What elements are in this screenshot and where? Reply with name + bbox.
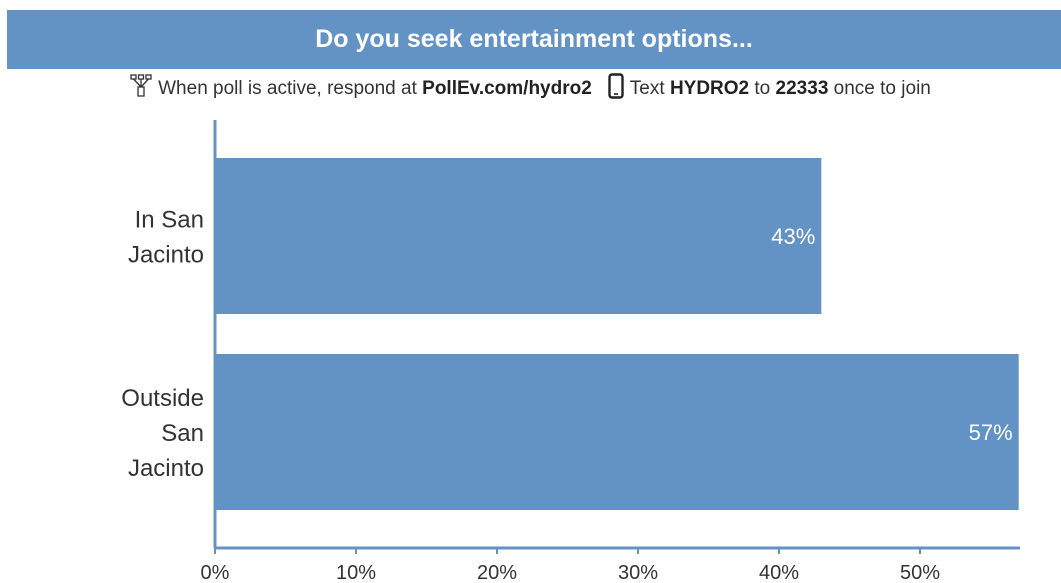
text-code: HYDRO2 bbox=[669, 78, 750, 99]
web-instruction-text: When poll is active, respond at bbox=[158, 78, 417, 99]
poll-title: Do you seek entertainment options... bbox=[315, 25, 753, 53]
bar bbox=[215, 354, 1019, 510]
category-label: Jacinto bbox=[128, 455, 204, 482]
text-to: to bbox=[754, 78, 771, 99]
bar-value-label: 43% bbox=[771, 224, 815, 249]
x-tick-label: 0% bbox=[201, 562, 230, 583]
category-label: Outside bbox=[121, 385, 204, 412]
x-tick-label: 20% bbox=[477, 562, 517, 583]
poll-header: Do you seek entertainment options... bbox=[7, 10, 1061, 69]
x-tick-label: 10% bbox=[336, 562, 376, 583]
x-tick-label: 30% bbox=[618, 562, 658, 583]
x-tick-label: 40% bbox=[759, 562, 799, 583]
category-label: San bbox=[161, 420, 204, 447]
bar bbox=[215, 158, 822, 314]
poll-url: PollEv.com/hydro2 bbox=[422, 78, 592, 99]
x-tick-label: 50% bbox=[900, 562, 940, 583]
network-icon bbox=[130, 74, 152, 104]
bar-value-label: 57% bbox=[969, 420, 1013, 445]
poll-instructions: When poll is active, respond at PollEv.c… bbox=[0, 72, 1061, 106]
text-number: 22333 bbox=[775, 78, 829, 99]
text-instruction-prefix: Text bbox=[629, 78, 665, 99]
category-label: Jacinto bbox=[128, 242, 204, 269]
category-label: In San bbox=[135, 207, 204, 234]
phone-icon bbox=[608, 73, 624, 105]
text-suffix: once to join bbox=[833, 78, 931, 99]
